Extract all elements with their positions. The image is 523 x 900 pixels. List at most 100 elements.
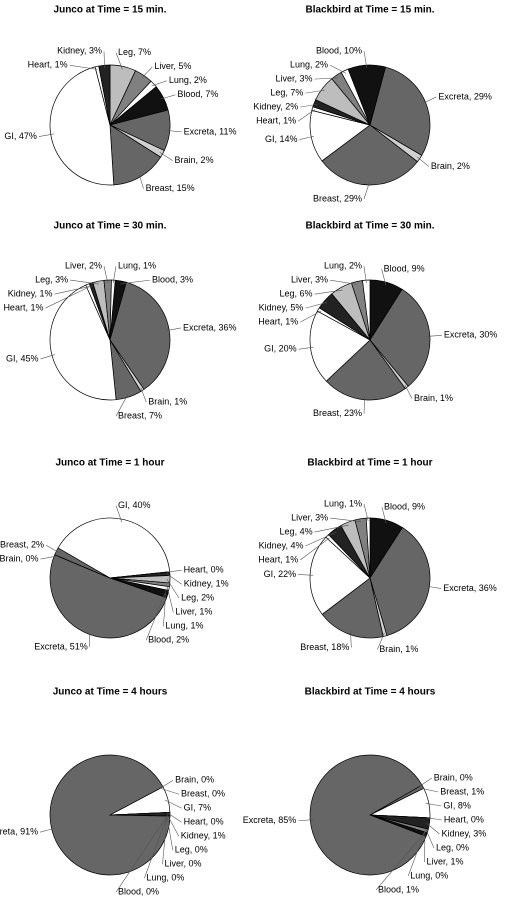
slice-label: Heart, 1%: [3, 302, 43, 312]
leader-line: [329, 279, 358, 285]
pie-slice: [109, 279, 116, 341]
slice-label: Excreta, 30%: [444, 330, 498, 340]
pie-slice: [365, 517, 371, 579]
leader-line: [363, 181, 370, 200]
leader-line: [164, 799, 182, 809]
slice-label: Heart, 0%: [444, 814, 484, 824]
leader-line: [145, 593, 166, 641]
pie-slice: [347, 64, 386, 127]
leader-line: [297, 109, 316, 122]
leader-line: [425, 803, 442, 807]
chart-title: Blackbird at Time = 4 hours: [305, 687, 436, 698]
slice-label: Excreta, 91%: [0, 827, 38, 837]
chart-title: Blackbird at Time = 1 hour: [307, 458, 432, 469]
leader-line: [419, 777, 432, 787]
leader-line: [330, 517, 362, 523]
leader-line: [38, 133, 54, 137]
leader-line: [40, 827, 55, 833]
slice-label: Excreta, 11%: [184, 126, 237, 136]
slice-label: Liver, 3%: [291, 275, 328, 285]
leader-line: [300, 103, 317, 108]
leader-line: [159, 152, 173, 161]
slice-label: Heart, 1%: [258, 554, 298, 564]
slice-label: Lung, 0%: [146, 873, 184, 883]
slice-label: GI, 14%: [265, 134, 298, 144]
leader-line: [426, 585, 442, 589]
slice-label: Breast, 15%: [146, 183, 195, 193]
slice-label: Blood, 1%: [378, 884, 419, 894]
slice-label: Lung, 1%: [165, 621, 203, 631]
slice-label: Leg, 0%: [436, 842, 469, 852]
leader-line: [420, 787, 439, 793]
slice-label: Brain, 2%: [431, 161, 470, 171]
leader-line: [160, 94, 176, 100]
leader-line: [166, 573, 182, 585]
slice-label: Breast, 1%: [440, 786, 484, 796]
slice-label: Breast, 29%: [313, 193, 362, 203]
slice-label: Leg, 6%: [279, 289, 312, 299]
leader-line: [166, 569, 182, 573]
leader-line: [300, 310, 322, 323]
leader-line: [363, 503, 369, 522]
slice-label: Breast, 18%: [300, 642, 349, 652]
leader-line: [103, 51, 105, 69]
leader-line: [381, 506, 387, 524]
slice-label: GI, 47%: [4, 131, 37, 141]
slice-label: GI, 22%: [264, 569, 297, 579]
leader-line: [163, 588, 167, 627]
pie-slice: [321, 577, 384, 639]
chart-title: Blackbird at Time = 30 min.: [305, 221, 434, 232]
slice-label: Kidney, 4%: [259, 540, 304, 550]
slice-label: Blood, 9%: [384, 263, 425, 273]
leader-line: [299, 135, 315, 140]
slice-label: Lung, 1%: [324, 498, 362, 508]
slice-label: Leg, 3%: [35, 274, 68, 284]
slice-label: Excreta, 36%: [183, 322, 237, 332]
leader-line: [363, 266, 367, 284]
chart-title: Junco at Time = 4 hours: [53, 687, 168, 698]
pie-slice: [57, 517, 171, 579]
slice-label: Kidney, 3%: [441, 828, 486, 838]
leader-line: [115, 52, 123, 70]
leader-line: [160, 780, 174, 789]
leader-line: [314, 289, 343, 295]
leader-line: [417, 156, 430, 167]
leader-line: [120, 279, 151, 285]
slice-label: Breast, 23%: [313, 408, 362, 418]
leader-line: [166, 130, 182, 133]
leader-line: [166, 584, 174, 613]
leader-line: [298, 819, 314, 822]
slice-label: Blood, 2%: [148, 635, 189, 645]
leader-line: [298, 574, 314, 576]
slice-label: Excreta, 29%: [438, 91, 492, 101]
leader-line: [140, 387, 147, 403]
slice-label: Blood, 3%: [152, 274, 193, 284]
leader-line: [314, 77, 339, 80]
slice-label: Liver, 3%: [275, 73, 312, 83]
slice-label: GI, 7%: [184, 803, 212, 813]
slice-label: Liver, 1%: [175, 607, 212, 617]
leader-line: [160, 787, 180, 795]
slice-label: Leg, 4%: [280, 526, 313, 536]
slice-label: Liver, 2%: [65, 260, 102, 270]
leader-line: [141, 66, 153, 79]
leader-line: [381, 268, 387, 286]
slice-label: Leg, 0%: [175, 845, 208, 855]
leader-line: [162, 816, 168, 865]
leader-line: [363, 396, 365, 414]
slice-label: Heart, 1%: [258, 317, 298, 327]
leader-line: [112, 266, 117, 284]
slice-label: Lung, 0%: [410, 870, 448, 880]
leader-line: [422, 96, 437, 104]
pie-slice: [109, 124, 162, 186]
slice-label: Leg, 7%: [118, 47, 151, 57]
leader-line: [407, 831, 425, 877]
slice-label: Blood, 0%: [118, 887, 159, 897]
leader-line: [103, 265, 109, 284]
chart-title: Junco at Time = 30 min.: [54, 221, 167, 232]
chart-title: Junco at Time = 15 min.: [54, 5, 167, 16]
slice-label: Kidney, 3%: [57, 46, 102, 56]
slice-label: Liver, 3%: [291, 512, 328, 522]
slice-label: Lung, 2%: [169, 75, 207, 85]
chart-title: Junco at Time = 1 hour: [55, 458, 164, 469]
